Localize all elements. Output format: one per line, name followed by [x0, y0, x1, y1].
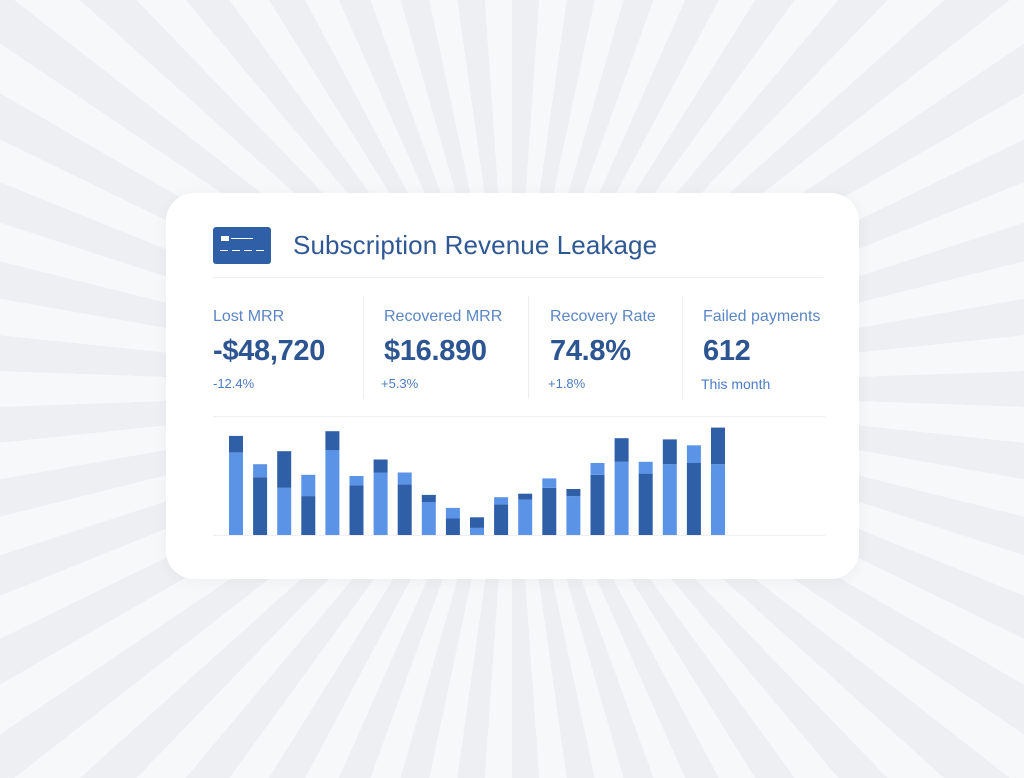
bar-segment-20-1: [711, 427, 725, 465]
metric-value: 612: [703, 335, 751, 367]
metric-label: Recovery Rate: [550, 308, 656, 325]
metric-value: -$48,720: [213, 335, 326, 367]
bar-segment-1-1: [253, 477, 268, 535]
bar-segment-10-0: [470, 527, 484, 535]
bar-segment-3-1: [301, 496, 316, 535]
bar-segment-10-1: [470, 517, 484, 528]
bar-segment-2-1: [277, 451, 292, 488]
metric-failed-payments: Failed payments 612 This month: [682, 296, 834, 399]
metrics-row: Lost MRR -$48,720 -12.4% Recovered MRR $…: [213, 296, 833, 399]
bar-segment-13-1: [542, 487, 557, 535]
bar-segment-19-1: [686, 463, 701, 535]
metric-lost-mrr: Lost MRR -$48,720 -12.4%: [213, 296, 363, 399]
bar-segment-3-2: [301, 474, 316, 496]
metric-recovered-mrr: Recovered MRR $16.890 +5.3%: [363, 296, 529, 399]
bar-segment-7-1: [397, 484, 412, 535]
metric-change: -12.4%: [213, 376, 255, 391]
bar-segment-16-0: [614, 461, 629, 535]
bar-segment-0-1: [229, 435, 243, 453]
bar-segment-4-0: [325, 450, 340, 535]
bar-segment-8-0: [421, 502, 436, 535]
bar-segment-7-2: [397, 472, 412, 485]
bar-segment-15-2: [590, 463, 605, 475]
credit-card-icon: [213, 227, 271, 264]
metric-value: $16.890: [384, 335, 487, 367]
revenue-leakage-card: Subscription Revenue Leakage Lost MRR -$…: [166, 193, 859, 579]
bar-segment-11-2: [494, 497, 509, 505]
bar-segment-6-0: [373, 472, 388, 535]
bar-segment-11-1: [494, 504, 509, 535]
metric-change: +1.8%: [548, 376, 586, 391]
chart-top-divider: [213, 416, 825, 417]
bar-segment-12-1: [518, 493, 533, 500]
bar-segment-20-0: [711, 464, 725, 535]
metric-label: Lost MRR: [213, 308, 285, 325]
bar-segment-1-2: [253, 464, 268, 478]
bar-segment-5-1: [349, 485, 364, 535]
bar-segment-14-1: [566, 489, 581, 497]
metric-value: 74.8%: [550, 335, 631, 367]
card-header: Subscription Revenue Leakage: [213, 227, 823, 278]
leakage-bar-chart: [213, 416, 825, 539]
bar-segment-19-2: [686, 445, 701, 463]
metric-change: +5.3%: [381, 376, 419, 391]
metric-label: Recovered MRR: [384, 308, 503, 325]
card-title: Subscription Revenue Leakage: [293, 230, 658, 260]
bar-segment-4-1: [325, 431, 340, 451]
metric-label: Failed payments: [703, 308, 821, 325]
metric-change: This month: [701, 376, 771, 392]
bar-segment-17-2: [638, 461, 653, 474]
bar-segment-9-1: [445, 518, 460, 535]
card-line: [231, 238, 253, 239]
bar-segment-9-2: [445, 507, 460, 519]
bar-segment-8-1: [421, 494, 436, 502]
card-number-dashes: [220, 250, 265, 251]
bar-segment-18-0: [662, 464, 677, 535]
bar-segment-15-1: [590, 474, 605, 535]
card-chip: [221, 236, 229, 241]
metric-recovery-rate: Recovery Rate 74.8% +1.8%: [528, 296, 683, 399]
bar-segment-14-0: [566, 496, 581, 535]
bar-chart-svg: [213, 427, 825, 536]
bar-segment-5-2: [349, 476, 364, 486]
bar-segment-12-0: [518, 499, 533, 535]
bar-segment-2-0: [277, 487, 292, 535]
bar-segment-6-1: [373, 459, 388, 473]
bar-segment-17-1: [638, 473, 653, 535]
bar-segment-16-1: [614, 438, 629, 462]
bar-segment-13-2: [542, 478, 557, 488]
bar-segment-18-1: [662, 439, 677, 465]
bar-segment-0-0: [229, 452, 243, 535]
